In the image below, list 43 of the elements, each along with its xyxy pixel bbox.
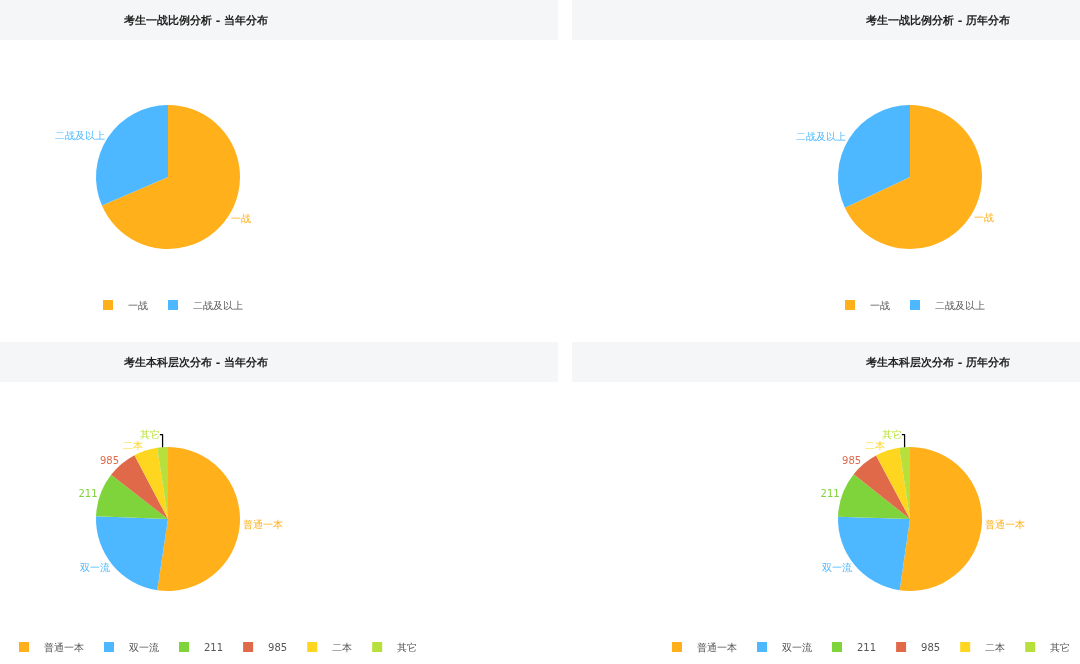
pie-slice [838,474,910,519]
legend-label: 二战及以上 [193,299,243,311]
slice-label: 二本 [864,440,885,452]
legend-label: 其它 [1050,641,1071,653]
slice-label: 211 [820,488,840,500]
slice-label: 二本 [122,440,143,452]
legend-label: 双一流 [129,641,159,653]
legend-label: 一战 [870,299,890,311]
slice-label: 211 [78,488,98,500]
slice-label: 普通一本 [242,518,283,530]
slice-label: 985 [842,454,862,466]
legend-label: 其它 [397,641,418,653]
legend-label: 双一流 [782,641,812,653]
legend-label: 二战及以上 [935,299,985,311]
slice-label: 二战及以上 [796,131,847,143]
legend-label: 二本 [985,641,1006,653]
legend-label: 985 [921,641,941,653]
pie-slice [899,447,910,519]
chart-title: 考生本科层次分布 - 当年分布 [123,356,269,369]
legend-label: 985 [268,641,288,653]
legend-label: 一战 [128,299,148,311]
chart-title: 考生一战比例分析 - 历年分布 [865,14,1011,27]
slice-label: 一战 [230,212,251,224]
slice-label: 二战及以上 [55,130,106,142]
slice-label: 双一流 [822,562,853,574]
legend-label: 211 [857,641,877,653]
slice-label: 985 [99,455,120,467]
slice-label: 普通一本 [984,518,1025,530]
slice-label: 其它 [139,429,160,441]
legend-label: 二本 [332,641,353,653]
legend-label: 普通一本 [697,641,737,653]
pie-slice [899,447,982,591]
chart-title: 考生一战比例分析 - 当年分布 [123,14,269,27]
pie-slice [157,447,168,519]
slice-label: 一战 [973,211,994,223]
chart-title: 考生本科层次分布 - 历年分布 [865,356,1011,369]
pie-slice [96,105,168,206]
slice-label: 双一流 [79,561,110,573]
pie-slice [96,474,168,519]
legend-label: 普通一本 [44,641,84,653]
legend-label: 211 [204,641,224,653]
slice-label: 其它 [881,429,902,441]
pie-slice [157,447,240,591]
